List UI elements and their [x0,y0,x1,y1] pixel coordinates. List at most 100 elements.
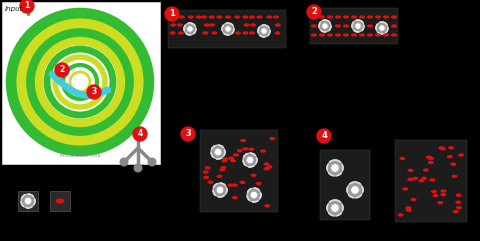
Ellipse shape [410,198,417,201]
Circle shape [213,183,227,197]
Ellipse shape [391,33,397,37]
Ellipse shape [423,168,429,172]
Ellipse shape [204,166,211,170]
Circle shape [322,23,328,29]
Bar [18,191,38,211]
Text: Microfluidic Chip: Microfluidic Chip [60,153,100,158]
Ellipse shape [56,198,64,204]
Ellipse shape [185,15,191,19]
Ellipse shape [207,181,214,184]
Circle shape [24,197,32,205]
Circle shape [331,164,339,172]
Text: 2: 2 [311,7,317,16]
Ellipse shape [235,15,241,19]
Circle shape [20,0,34,13]
Ellipse shape [216,175,223,178]
Circle shape [327,200,343,216]
Text: 3: 3 [185,129,191,139]
Circle shape [327,160,343,176]
Bar [2,2,160,164]
Ellipse shape [216,15,222,19]
Ellipse shape [232,196,238,199]
Circle shape [352,20,364,32]
Ellipse shape [248,147,254,151]
Ellipse shape [230,159,236,162]
Ellipse shape [408,169,413,172]
Circle shape [184,23,196,35]
Text: 3: 3 [91,87,96,96]
Ellipse shape [440,193,446,196]
Circle shape [376,22,388,34]
Ellipse shape [438,146,444,150]
Ellipse shape [428,161,434,164]
Ellipse shape [221,159,228,162]
Circle shape [133,163,143,173]
Ellipse shape [429,178,435,181]
Circle shape [133,127,147,141]
Circle shape [355,23,361,29]
Ellipse shape [222,157,228,161]
Ellipse shape [258,15,264,19]
Circle shape [181,127,195,141]
Ellipse shape [251,15,256,19]
Ellipse shape [228,183,233,187]
Ellipse shape [412,177,419,180]
Bar [395,140,467,222]
Ellipse shape [203,170,209,174]
Ellipse shape [200,23,206,27]
Ellipse shape [273,23,278,27]
Ellipse shape [232,183,238,187]
Ellipse shape [448,146,454,149]
Ellipse shape [240,181,246,184]
Ellipse shape [311,15,317,19]
Ellipse shape [204,15,209,19]
Circle shape [87,85,101,99]
Circle shape [251,191,258,199]
Ellipse shape [335,24,341,28]
Circle shape [307,5,321,19]
Bar [168,10,286,48]
Circle shape [21,194,35,208]
Ellipse shape [250,31,256,35]
Circle shape [331,204,339,212]
Circle shape [211,145,225,159]
Circle shape [379,25,385,31]
Ellipse shape [210,23,216,27]
Ellipse shape [343,15,349,19]
Circle shape [147,158,156,167]
Ellipse shape [428,157,434,160]
Ellipse shape [375,33,381,37]
Ellipse shape [268,23,274,27]
Ellipse shape [343,24,349,28]
Circle shape [243,153,257,167]
Ellipse shape [383,15,389,19]
Ellipse shape [319,33,325,37]
Circle shape [319,20,331,32]
Circle shape [317,129,331,143]
Circle shape [165,7,179,21]
Ellipse shape [203,176,209,179]
Circle shape [24,0,33,2]
Ellipse shape [237,149,243,152]
Ellipse shape [178,23,184,27]
Ellipse shape [228,156,234,160]
Circle shape [258,25,270,37]
Ellipse shape [240,139,246,142]
Ellipse shape [335,15,341,19]
Circle shape [120,158,129,167]
Ellipse shape [391,15,397,19]
Ellipse shape [327,15,333,19]
Circle shape [216,186,224,194]
Ellipse shape [447,155,453,158]
Ellipse shape [397,213,404,217]
Ellipse shape [204,31,210,35]
Ellipse shape [450,162,456,166]
Ellipse shape [241,15,247,19]
Ellipse shape [419,179,424,182]
Ellipse shape [225,15,231,19]
Text: 1: 1 [169,9,175,19]
Ellipse shape [453,210,459,213]
Ellipse shape [242,147,248,151]
Ellipse shape [343,33,349,37]
Ellipse shape [391,24,397,28]
